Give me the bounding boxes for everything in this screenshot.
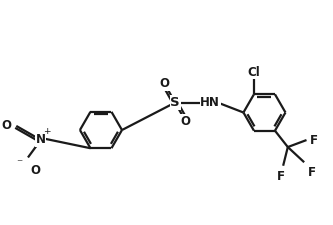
Text: F: F: [308, 166, 316, 179]
Text: O: O: [30, 164, 40, 178]
Text: O: O: [160, 77, 169, 90]
Text: O: O: [180, 115, 190, 128]
Text: S: S: [170, 96, 180, 109]
Text: N: N: [36, 133, 46, 146]
Text: +: +: [44, 127, 51, 136]
Text: ⁻: ⁻: [17, 157, 23, 170]
Text: HN: HN: [200, 96, 220, 109]
Text: F: F: [310, 134, 318, 146]
Text: O: O: [2, 119, 12, 133]
Text: Cl: Cl: [247, 66, 260, 79]
Text: F: F: [277, 170, 285, 183]
